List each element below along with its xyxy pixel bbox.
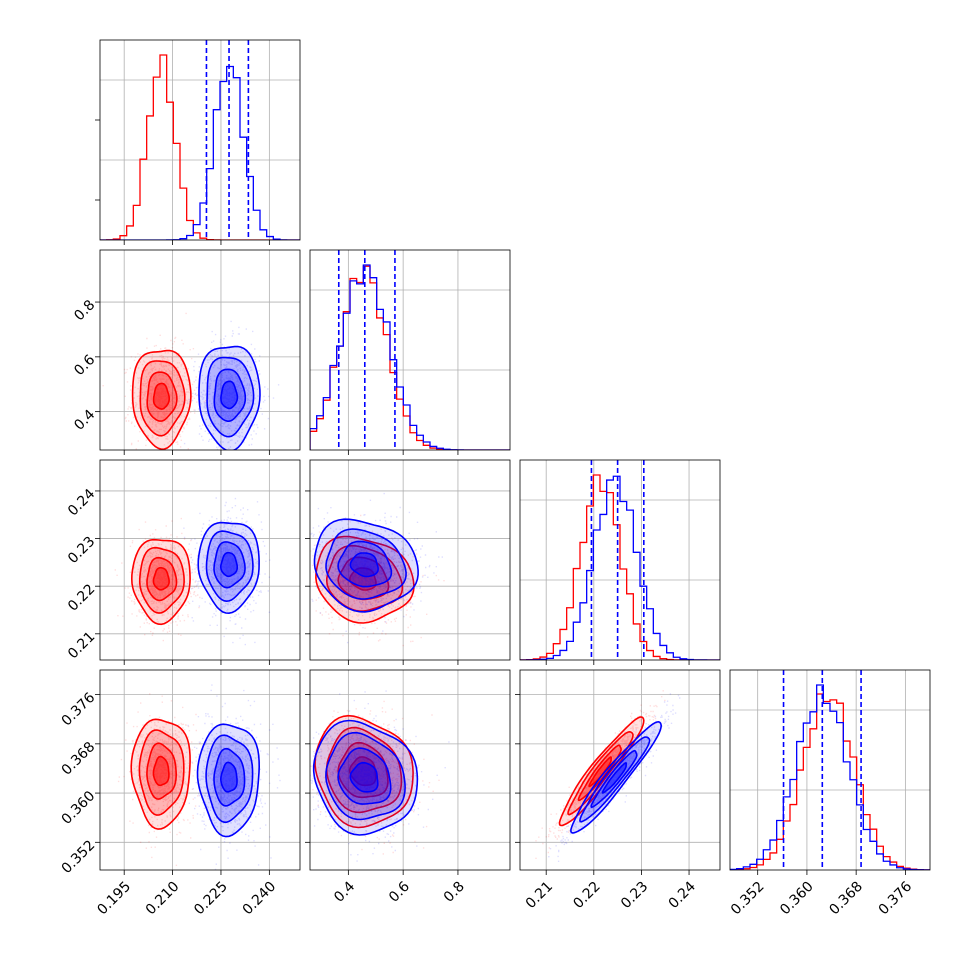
histogram-blue: [520, 475, 720, 660]
y-tick-label: 0.24: [65, 486, 98, 519]
contour-red: [152, 755, 170, 787]
contour-blue: [213, 368, 247, 422]
panel-frame: [729, 669, 931, 871]
panel-frame: [99, 249, 301, 451]
scatter-points-red: [535, 690, 666, 859]
panel-frame: [519, 669, 721, 871]
x-tick-label: 0.195: [94, 879, 134, 919]
y-tick-label: 0.23: [65, 534, 98, 567]
y-tick-label: 0.22: [65, 581, 98, 614]
scatter-panel-1-0: [95, 249, 301, 455]
scatter-points-blue: [178, 497, 271, 646]
contour-red: [139, 360, 186, 437]
scatter-points-blue: [310, 682, 450, 862]
contour-blue: [312, 719, 419, 836]
y-tick-label: 0.352: [59, 837, 99, 877]
contour-red: [146, 556, 178, 602]
x-tick-label: 0.8: [441, 879, 468, 906]
contour-blue: [349, 552, 379, 578]
contour-blue: [325, 731, 406, 821]
panel-frame: [309, 459, 511, 661]
scatter-panel-3-0: [95, 669, 301, 875]
histogram-blue: [310, 264, 510, 450]
y-tick-label: 0.21: [65, 629, 98, 662]
contour-blue: [220, 380, 239, 410]
contour-blue: [213, 747, 246, 807]
y-tick-label: 0.368: [59, 739, 99, 779]
panel-frame: [99, 459, 301, 661]
hist-panel-2: [519, 459, 721, 665]
x-tick-label: 0.368: [826, 879, 866, 919]
panel-frame: [309, 249, 511, 451]
y-tick-label: 0.376: [59, 690, 99, 730]
scatter-points-blue: [548, 693, 681, 862]
histogram-red: [730, 693, 930, 870]
y-tick-label: 0.4: [71, 407, 98, 434]
scatter-points-red: [117, 670, 210, 866]
x-tick-label: 0.24: [666, 879, 699, 912]
panel-frame: [309, 669, 511, 871]
x-tick-label: 0.21: [523, 879, 556, 912]
y-tick-label: 0.6: [71, 352, 98, 379]
hist-panel-1: [309, 249, 511, 455]
contour-blue: [205, 734, 254, 823]
contour-red: [138, 729, 185, 816]
x-tick-label: 0.22: [570, 879, 603, 912]
panel-frame: [519, 459, 721, 661]
x-tick-label: 0.360: [777, 879, 817, 919]
y-tick-label: 0.360: [59, 788, 99, 828]
histogram-blue: [100, 65, 300, 240]
x-tick-label: 0.4: [331, 879, 358, 906]
x-tick-label: 0.23: [618, 879, 651, 912]
x-tick-label: 0.210: [143, 879, 183, 919]
contour-blue: [337, 540, 393, 588]
contour-blue: [213, 541, 246, 589]
contour-blue: [349, 761, 379, 793]
scatter-panel-2-0: [95, 459, 301, 665]
scatter-panel-3-2: [515, 669, 721, 875]
hist-panel-3: [729, 669, 931, 875]
contour-red: [152, 567, 170, 591]
histogram-red: [100, 54, 300, 240]
y-tick-label: 0.8: [71, 297, 98, 324]
contour-blue: [206, 356, 255, 438]
contour-red: [558, 716, 645, 827]
contour-red: [337, 741, 389, 799]
scatter-panel-2-1: [305, 459, 511, 665]
contour-blue: [337, 747, 392, 805]
x-tick-label: 0.240: [240, 879, 280, 919]
contour-red: [314, 714, 414, 829]
panel-frame: [99, 669, 301, 871]
contour-blue: [219, 761, 238, 793]
histogram-red: [520, 474, 720, 660]
contour-blue: [198, 345, 261, 450]
x-tick-label: 0.352: [728, 879, 768, 919]
x-tick-label: 0.376: [876, 879, 916, 919]
x-tick-label: 0.225: [191, 879, 231, 919]
contour-red: [146, 742, 178, 800]
scatter-panel-3-1: [305, 669, 511, 875]
contour-blue: [601, 762, 627, 794]
hist-panel-0: [95, 39, 301, 245]
scatter-points-blue: [179, 684, 281, 870]
contour-blue: [220, 551, 238, 578]
contour-blue: [579, 736, 651, 823]
contour-blue: [570, 720, 663, 834]
contour-red: [146, 371, 178, 422]
panel-frame: [99, 39, 301, 241]
contour-red: [152, 382, 170, 410]
x-tick-label: 0.6: [386, 879, 413, 906]
scatter-points-red: [102, 312, 207, 450]
histogram-blue: [730, 684, 930, 870]
contour-blue: [313, 518, 419, 613]
